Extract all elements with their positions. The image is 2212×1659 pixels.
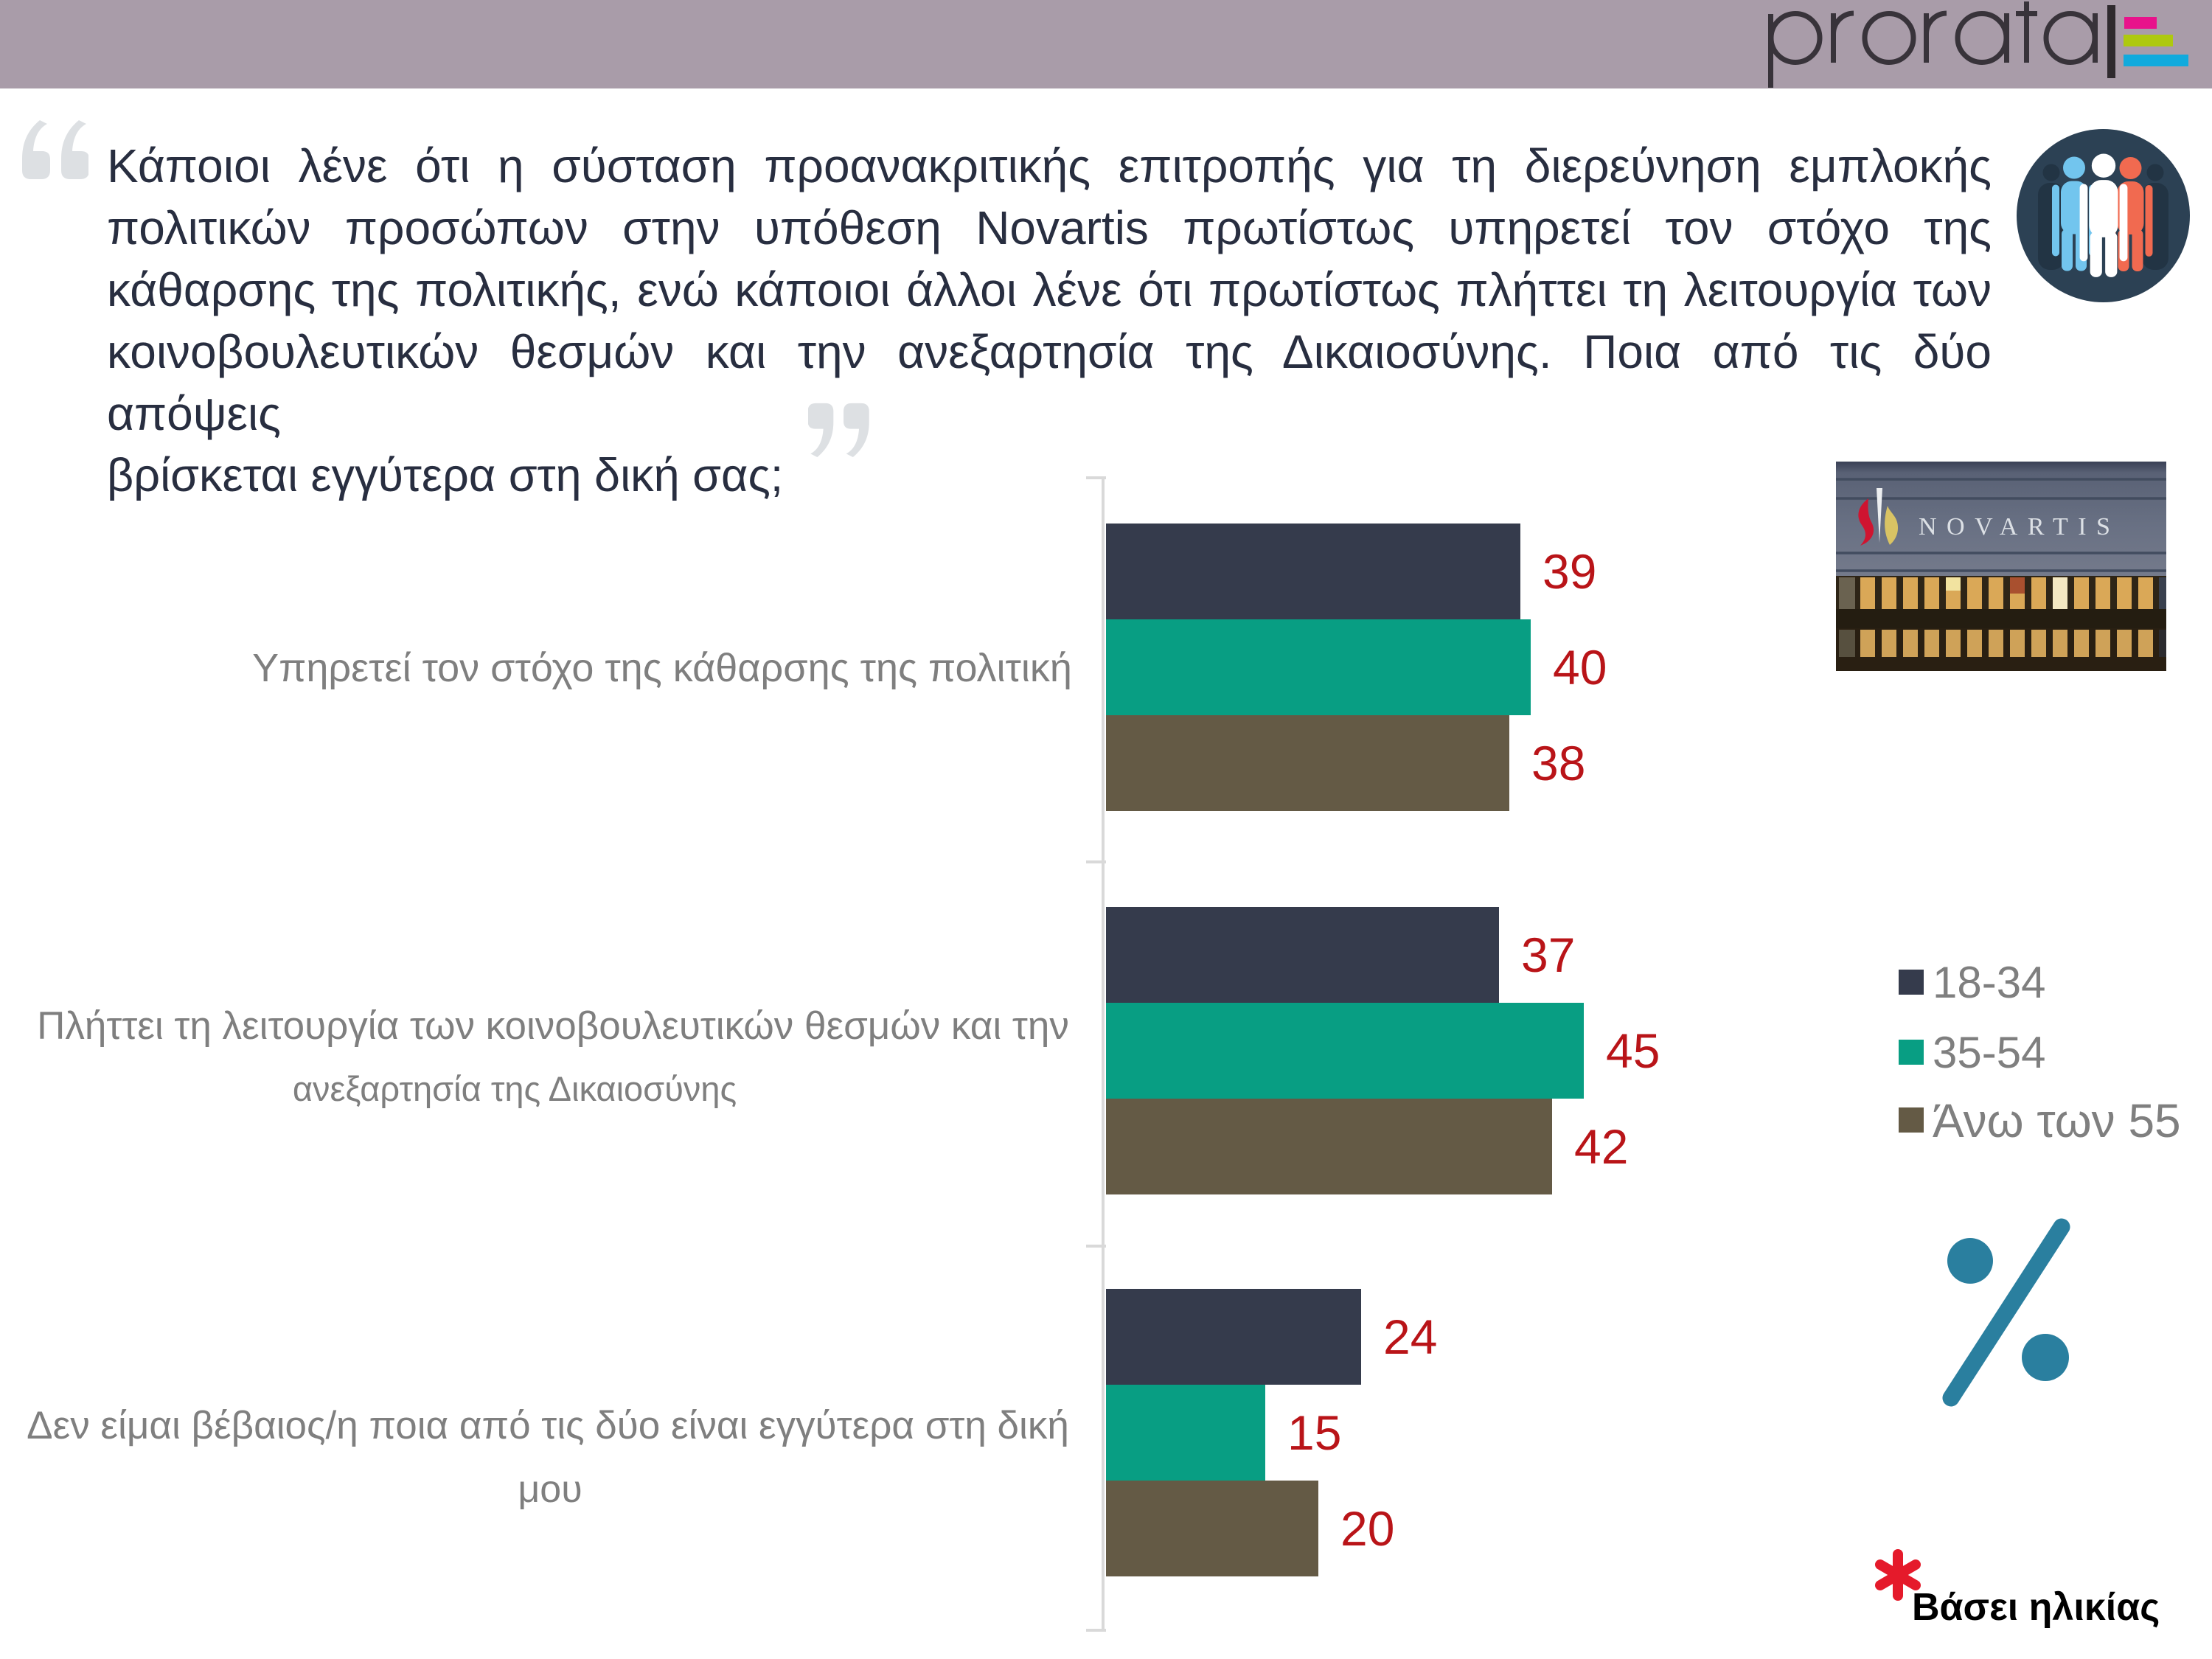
svg-text:NOVARTIS: NOVARTIS — [1919, 513, 2120, 540]
